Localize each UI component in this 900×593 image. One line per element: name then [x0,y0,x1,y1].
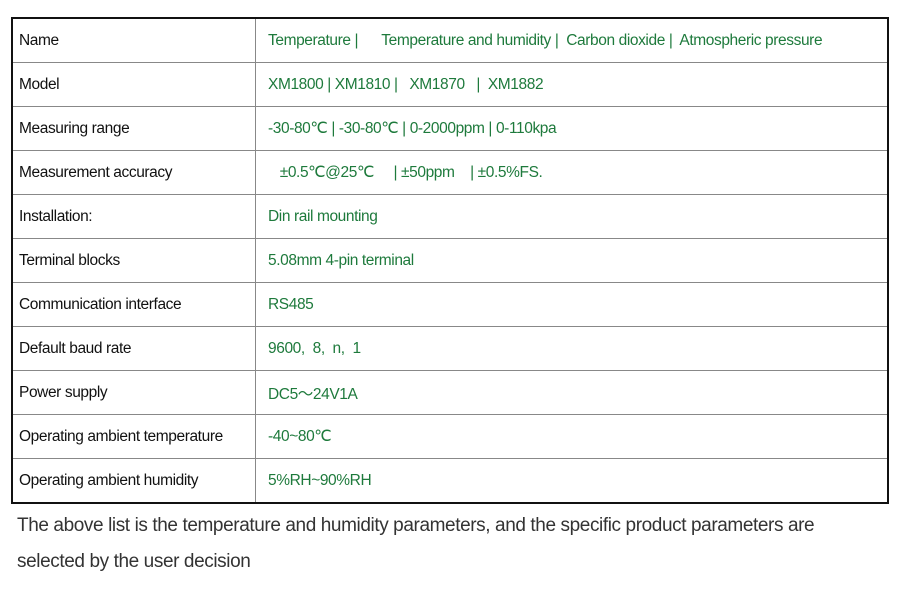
table-row: Operating ambient temperature -40~80℃ [11,414,889,459]
param-name: Power supply [11,370,256,415]
param-name: Default baud rate [11,326,256,371]
table-row: Name Temperature | Temperature and humidi… [11,17,889,63]
param-value: -40~80℃ [255,414,889,459]
table-row: Measuring range -30-80℃ | -30-80℃ | 0-200… [11,106,889,151]
table-row: Terminal blocks 5.08mm 4-pin terminal [11,238,889,283]
table-row: Operating ambient humidity 5%RH~90%RH [11,458,889,504]
param-value: ±0.5℃@25℃ | ±50ppm | ±0.5%FS. [255,150,889,195]
table-row: Installation: Din rail mounting [11,194,889,239]
param-name: Measuring range [11,106,256,151]
table-row: Default baud rate 9600, 8, n, 1 [11,326,889,371]
param-name: Measurement accuracy [11,150,256,195]
param-name: Communication interface [11,282,256,327]
footnote: The above list is the temperature and hu… [17,515,815,572]
spec-table: Name Temperature | Temperature and humidi… [11,17,889,504]
table-body: Name Temperature | Temperature and humidi… [11,17,889,504]
param-value: DC5～24V1A [255,370,889,415]
param-name: Operating ambient humidity [11,458,256,504]
param-name: Name [11,17,256,63]
param-value: 9600, 8, n, 1 [255,326,889,371]
param-value: XM1800 | XM1810 | XM1870 | XM1882 [255,62,889,107]
param-value: Din rail mounting [255,194,889,239]
param-value: RS485 [255,282,889,327]
table-row: Communication interface RS485 [11,282,889,327]
param-name: Installation: [11,194,256,239]
param-name: Model [11,62,256,107]
param-value: 5.08mm 4-pin terminal [255,238,889,283]
param-value: -30-80℃ | -30-80℃ | 0-2000ppm | 0-110kpa [255,106,889,151]
param-name: Terminal blocks [11,238,256,283]
table-row: Measurement accuracy ±0.5℃@25℃ | ±50ppm … [11,150,889,195]
param-value: 5%RH~90%RH [255,458,889,504]
param-name: Operating ambient temperature [11,414,256,459]
table-row: Power supply DC5～24V1A [11,370,889,415]
table-row: Model XM1800 | XM1810 | XM1870 | XM1882 [11,62,889,107]
param-value: Temperature | Temperature and humidity |… [255,17,889,63]
